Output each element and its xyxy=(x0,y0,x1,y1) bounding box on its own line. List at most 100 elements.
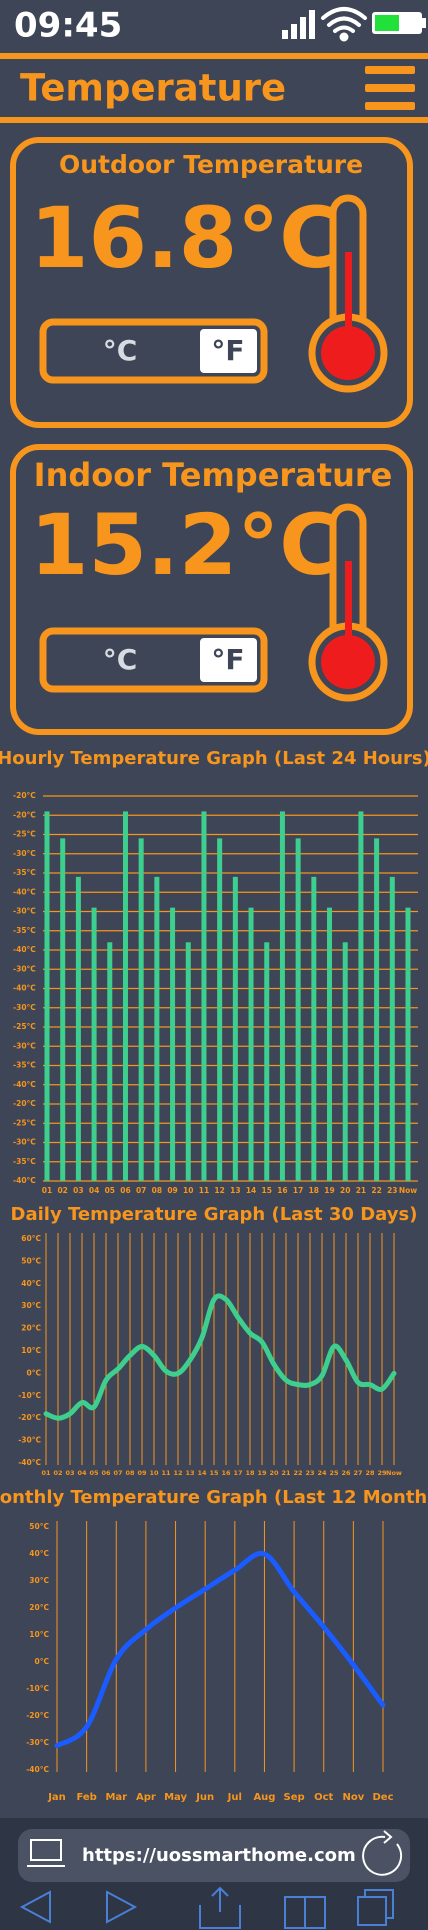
x-tick-label: 19 xyxy=(324,1186,334,1195)
signal-icon xyxy=(282,10,315,39)
bar xyxy=(327,907,333,1181)
x-tick-label: 24 xyxy=(317,1469,327,1477)
x-tick-label: 10 xyxy=(183,1186,193,1195)
menu-button[interactable] xyxy=(365,66,415,110)
y-tick-label: -20°C xyxy=(13,791,36,800)
bar xyxy=(107,942,113,1181)
x-tick-label: 29 xyxy=(377,1469,387,1477)
tabs-button[interactable] xyxy=(357,1889,394,1926)
bar xyxy=(60,838,66,1181)
x-tick-label: Sep xyxy=(284,1792,305,1803)
y-tick-label: -40°C xyxy=(13,887,36,896)
x-tick-label: 09 xyxy=(167,1186,177,1195)
x-tick-label: 23 xyxy=(387,1186,397,1195)
y-tick-label: -30°C xyxy=(13,1003,36,1012)
y-tick-label: 40°C xyxy=(21,1279,41,1288)
bar xyxy=(248,907,254,1181)
bar xyxy=(138,838,144,1181)
bookmarks-button[interactable] xyxy=(284,1896,326,1929)
x-tick-label: 12 xyxy=(214,1186,224,1195)
unit-toggle xyxy=(39,627,268,693)
x-tick-label: 13 xyxy=(230,1186,240,1195)
celsius-button[interactable]: °C xyxy=(50,329,190,373)
y-tick-label: -25°C xyxy=(13,830,36,839)
x-tick-label: 14 xyxy=(246,1186,256,1195)
bar xyxy=(44,811,50,1181)
x-tick-label: Apr xyxy=(136,1792,156,1803)
y-tick-label: 30°C xyxy=(29,1576,49,1585)
x-tick-label: 22 xyxy=(293,1469,302,1477)
forward-button[interactable] xyxy=(106,1890,138,1924)
fahrenheit-label: °F xyxy=(211,334,244,367)
temperature-value: 15.2°C xyxy=(30,496,341,594)
x-tick-label: 17 xyxy=(233,1469,242,1477)
fahrenheit-button[interactable]: °F xyxy=(200,329,257,373)
y-tick-label: -30°C xyxy=(13,1138,36,1147)
y-tick-label: -30°C xyxy=(13,849,36,858)
wifi-icon xyxy=(321,7,367,42)
x-tick-label: 01 xyxy=(41,1469,51,1477)
y-tick-label: -35°C xyxy=(13,1061,36,1070)
x-tick-label: 10 xyxy=(149,1469,159,1477)
x-tick-label: Jan xyxy=(47,1792,66,1803)
chart-title: Hourly Temperature Graph (Last 24 Hours) xyxy=(0,748,428,769)
clock: 09:45 xyxy=(14,6,122,46)
share-button[interactable] xyxy=(199,1886,241,1929)
x-tick-label: 08 xyxy=(152,1186,162,1195)
x-tick-label: Jul xyxy=(227,1792,242,1803)
fahrenheit-label: °F xyxy=(211,643,244,676)
x-tick-label: 04 xyxy=(77,1469,87,1477)
bar xyxy=(185,942,191,1181)
y-tick-label: -10°C xyxy=(26,1684,49,1693)
x-tick-label: 16 xyxy=(277,1186,287,1195)
x-tick-label: 07 xyxy=(113,1469,122,1477)
x-tick-label: 09 xyxy=(137,1469,147,1477)
x-tick-label: 20 xyxy=(269,1469,279,1477)
bar xyxy=(358,811,364,1181)
temperature-value: 16.8°C xyxy=(30,189,341,287)
x-tick-label: Jun xyxy=(195,1792,214,1803)
y-tick-label: -40°C xyxy=(13,984,36,993)
fahrenheit-button[interactable]: °F xyxy=(200,638,257,682)
battery-icon xyxy=(372,12,426,34)
x-tick-label: 05 xyxy=(89,1469,99,1477)
thermometer-icon xyxy=(308,194,388,393)
thermometer-icon xyxy=(308,503,388,702)
bar xyxy=(279,811,285,1181)
card-title: Indoor Temperature xyxy=(34,456,393,494)
unit-toggle xyxy=(39,318,268,384)
celsius-button[interactable]: °C xyxy=(50,638,190,682)
y-tick-label: -10°C xyxy=(18,1391,41,1400)
header-rule xyxy=(0,117,428,123)
bar xyxy=(374,838,380,1181)
app-title: Temperature xyxy=(20,67,286,110)
y-tick-label: 30°C xyxy=(21,1301,41,1310)
x-tick-label: 16 xyxy=(221,1469,231,1477)
y-tick-label: -30°C xyxy=(13,907,36,916)
x-tick-label: 27 xyxy=(353,1469,362,1477)
x-tick-label: 18 xyxy=(245,1469,255,1477)
x-tick-label: Aug xyxy=(253,1792,275,1803)
x-tick-label: 07 xyxy=(136,1186,146,1195)
y-tick-label: -30°C xyxy=(18,1436,41,1445)
reload-button[interactable] xyxy=(362,1830,403,1876)
indoor-card xyxy=(10,444,413,735)
y-tick-label: -40°C xyxy=(18,1458,41,1467)
y-tick-label: -40°C xyxy=(13,945,36,954)
y-tick-label: -40°C xyxy=(13,1176,36,1185)
x-tick-label: Oct xyxy=(314,1792,333,1803)
bar xyxy=(170,907,176,1181)
x-tick-label: Dec xyxy=(372,1792,393,1803)
x-tick-label: 21 xyxy=(356,1186,366,1195)
back-button[interactable] xyxy=(19,1890,51,1924)
line-series xyxy=(54,1550,386,1749)
header-rule xyxy=(0,53,428,59)
url-field[interactable] xyxy=(18,1829,410,1882)
bar xyxy=(91,907,97,1181)
x-tick-label: 21 xyxy=(281,1469,291,1477)
x-tick-label: 18 xyxy=(309,1186,319,1195)
y-tick-label: 20°C xyxy=(21,1324,41,1333)
x-tick-label: Feb xyxy=(76,1792,96,1803)
bar xyxy=(405,907,411,1181)
